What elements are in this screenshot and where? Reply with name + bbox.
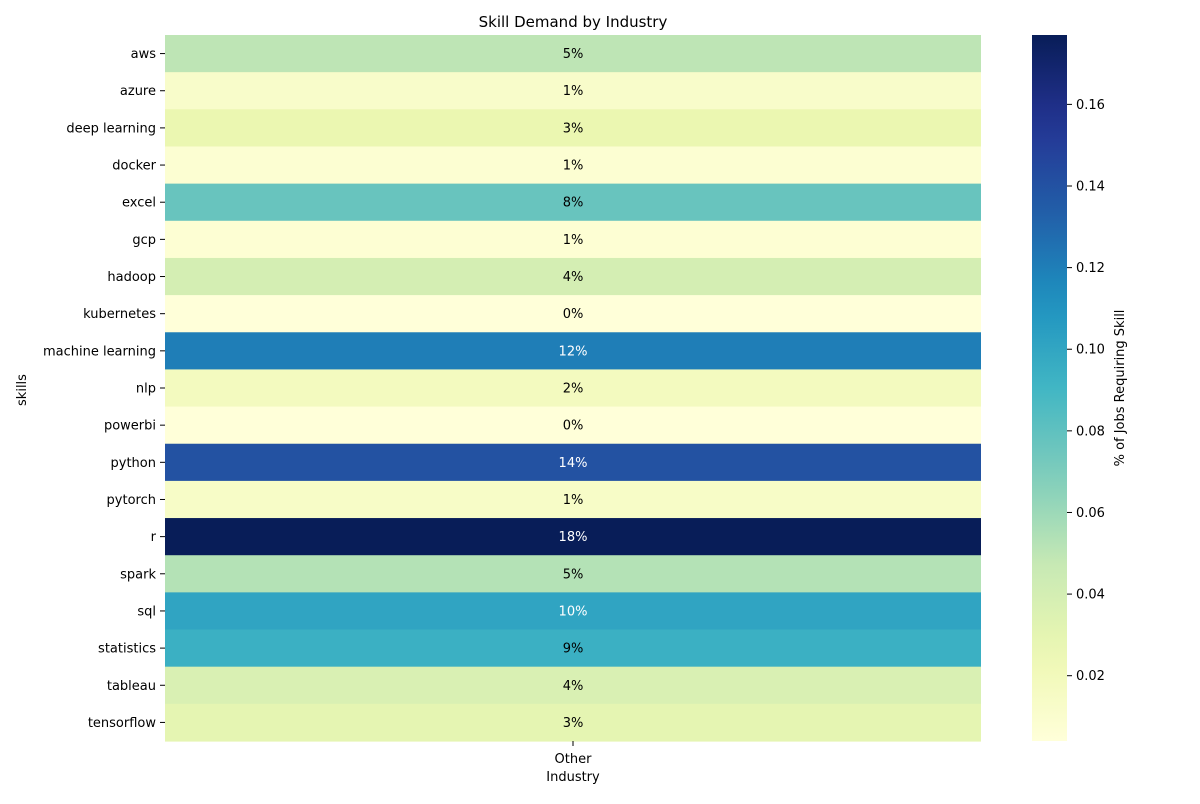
y-tick-label: hadoop — [107, 270, 156, 285]
x-axis-ticks: Other — [555, 741, 593, 767]
heatmap-cell — [165, 295, 981, 333]
heatmap-cell — [165, 183, 981, 222]
y-tick-label: excel — [122, 196, 156, 211]
cell-value-label: 1% — [563, 159, 584, 174]
y-tick-label: sql — [137, 604, 156, 619]
heatmap-cell — [165, 72, 981, 110]
cell-value-label: 18% — [559, 530, 588, 545]
cell-value-label: 1% — [563, 233, 584, 248]
cell-value-label: 10% — [559, 604, 588, 619]
y-tick-label: aws — [131, 47, 157, 62]
cell-value-label: 3% — [563, 121, 584, 136]
heatmap-cell — [165, 592, 981, 631]
y-tick-label: statistics — [98, 642, 156, 657]
y-axis-ticks: aws azure deep learning docker excel gcp hadoo… — [43, 47, 165, 731]
heatmap-cell — [165, 257, 981, 296]
heatmap-cell — [165, 332, 981, 371]
colorbar-tick-label: 0.16 — [1076, 98, 1105, 113]
y-tick-label: docker — [112, 159, 156, 174]
y-tick-label: powerbi — [104, 419, 156, 434]
colorbar-tick-label: 0.04 — [1076, 588, 1105, 603]
y-tick-label: azure — [120, 84, 156, 99]
y-tick-label: gcp — [132, 233, 156, 248]
heatmap-cell — [165, 703, 981, 742]
colorbar-tick-label: 0.06 — [1076, 506, 1105, 521]
heatmap-cells: 5% 1% 3% 1% 8% 1% 4% 0% 12% 2% 0% 14% 1% 18% 5% 10% 9% 4%… — [165, 35, 981, 742]
y-tick-label: r — [151, 530, 157, 545]
heatmap-cell — [165, 369, 981, 408]
cell-value-label: 5% — [563, 47, 584, 62]
cell-value-label: 2% — [563, 382, 584, 397]
y-tick-label: python — [111, 456, 156, 471]
heatmap-cell — [165, 555, 981, 593]
cell-value-label: 3% — [563, 716, 584, 731]
y-tick-label: tableau — [107, 679, 156, 694]
cell-value-label: 8% — [563, 196, 584, 211]
cell-value-label: 14% — [559, 456, 588, 471]
cell-value-label: 12% — [559, 344, 588, 359]
y-axis-label: skills — [15, 374, 30, 406]
cell-value-label: 0% — [563, 419, 584, 434]
colorbar-tick-label: 0.14 — [1076, 179, 1105, 194]
cell-value-label: 0% — [563, 307, 584, 322]
x-tick-label: Other — [555, 752, 593, 767]
cell-value-label: 4% — [563, 270, 584, 285]
cell-value-label: 4% — [563, 679, 584, 694]
heatmap-cell — [165, 443, 981, 482]
y-tick-label: deep learning — [66, 121, 156, 136]
cell-value-label: 1% — [563, 84, 584, 99]
heatmap-cell — [165, 406, 981, 445]
chart-title: Skill Demand by Industry — [479, 13, 668, 31]
colorbar-tick-label: 0.12 — [1076, 261, 1105, 276]
y-tick-label: pytorch — [107, 493, 156, 508]
heatmap-cell — [165, 480, 981, 519]
heatmap-cell — [165, 109, 981, 148]
y-tick-label: tensorflow — [88, 716, 157, 731]
heatmap-cell — [165, 35, 981, 73]
x-axis-label: Industry — [546, 770, 600, 785]
colorbar-label: % of Jobs Requiring Skill — [1113, 310, 1128, 467]
colorbar-tick-label: 0.10 — [1076, 343, 1105, 358]
heatmap-cell — [165, 666, 981, 705]
cell-value-label: 1% — [563, 493, 584, 508]
heatmap-cell — [165, 146, 981, 185]
y-tick-label: spark — [120, 567, 156, 582]
colorbar-tick-label: 0.02 — [1076, 669, 1105, 684]
y-tick-label: kubernetes — [83, 307, 156, 322]
heatmap-cell — [165, 629, 981, 668]
y-tick-label: machine learning — [43, 344, 156, 359]
heatmap-cell — [165, 220, 981, 259]
cell-value-label: 5% — [563, 567, 584, 582]
y-tick-label: nlp — [136, 382, 156, 397]
cell-value-label: 9% — [563, 642, 584, 657]
colorbar-ticks: 0.02 0.04 0.06 0.08 0.10 0.12 0.14 0.16 — [1067, 98, 1105, 684]
heatmap-cell — [165, 518, 981, 556]
colorbar-tick-label: 0.08 — [1076, 424, 1105, 439]
colorbar — [1032, 35, 1067, 741]
